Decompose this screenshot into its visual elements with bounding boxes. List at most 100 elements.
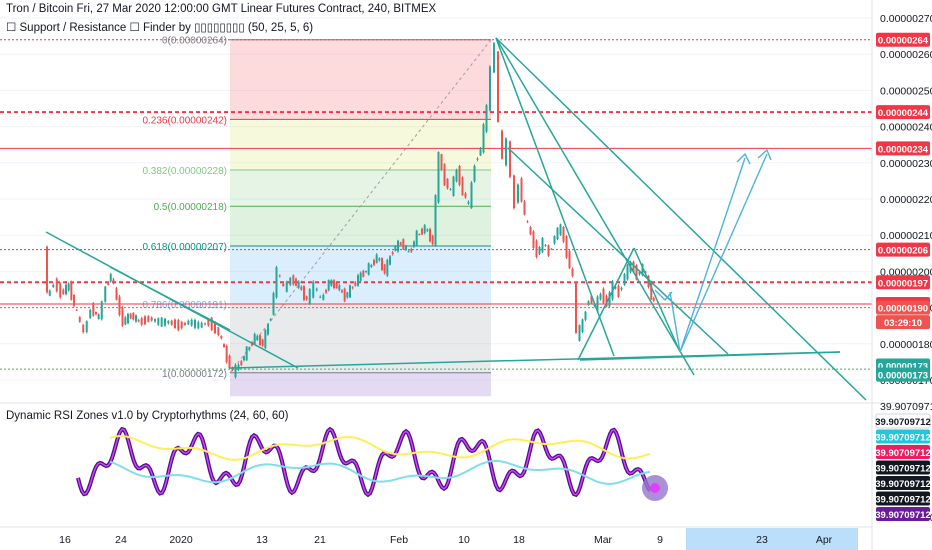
candle-body bbox=[485, 105, 488, 132]
candle-body bbox=[614, 286, 617, 289]
candle-body bbox=[423, 225, 426, 234]
candle-body bbox=[217, 327, 220, 335]
rsi-upper-zone bbox=[109, 435, 651, 461]
candle-body bbox=[562, 226, 565, 242]
x-axis-tick-label: 13 bbox=[256, 534, 268, 546]
price-level-badge bbox=[876, 32, 930, 47]
candle-body bbox=[407, 251, 410, 253]
candle-body bbox=[402, 239, 405, 250]
x-axis-tick-label: Apr bbox=[816, 534, 833, 546]
fib-zone bbox=[230, 170, 491, 207]
candle-body bbox=[121, 307, 124, 326]
trendline bbox=[579, 351, 841, 361]
candle-body bbox=[575, 282, 577, 333]
candle-body bbox=[440, 154, 443, 170]
candle-body bbox=[256, 335, 259, 340]
candle-body bbox=[92, 303, 95, 316]
candle-body bbox=[455, 169, 458, 182]
x-axis-tick-label: 24 bbox=[115, 534, 127, 546]
candle-body bbox=[626, 265, 629, 280]
price-axis-tick-label: 0.00000210 bbox=[880, 230, 932, 242]
candle-body bbox=[137, 320, 140, 322]
candle-body bbox=[652, 298, 655, 301]
fib-level-label: 0.382(0.00000228) bbox=[142, 166, 227, 177]
candle-body bbox=[303, 286, 305, 301]
price-level-badge bbox=[876, 315, 930, 330]
projection-arrow bbox=[654, 289, 673, 302]
fib-zone bbox=[230, 119, 491, 171]
fib-level-label: 0.5(0.00000218) bbox=[154, 202, 227, 213]
candle-body bbox=[207, 319, 210, 326]
candle-body bbox=[312, 281, 315, 298]
candle-body bbox=[359, 272, 362, 281]
candle-body bbox=[373, 259, 375, 265]
x-axis-tick-label: Mar bbox=[594, 534, 613, 546]
candle-body bbox=[596, 296, 599, 312]
candle-body bbox=[330, 279, 333, 286]
price-axis-tick-label: 0.00000250 bbox=[880, 85, 932, 97]
price-level-badge-label: 0.00000173 bbox=[878, 371, 928, 382]
candle-body bbox=[140, 318, 143, 325]
candle-body bbox=[458, 165, 461, 185]
candle-body bbox=[285, 281, 288, 292]
candle-body bbox=[608, 292, 611, 307]
candle-body bbox=[467, 201, 470, 204]
x-axis-tick-label: 23 bbox=[756, 534, 768, 546]
candle-body bbox=[362, 270, 365, 277]
candle-body bbox=[449, 188, 452, 190]
candle-body bbox=[587, 301, 590, 305]
candle-body bbox=[559, 224, 562, 236]
x-axis-tick-label: 10 bbox=[458, 534, 470, 546]
candle-body bbox=[581, 319, 584, 333]
candle-body bbox=[513, 175, 515, 209]
candle-body bbox=[223, 344, 225, 348]
indicator-legend-rsi[interactable]: Dynamic RSI Zones v1.0 by Cryptorhythms … bbox=[6, 410, 289, 422]
candle-body bbox=[335, 282, 338, 289]
candle-body bbox=[489, 66, 491, 111]
candle-body bbox=[538, 246, 541, 255]
candle-body bbox=[269, 319, 272, 321]
candle-body bbox=[602, 288, 605, 303]
candle-body bbox=[300, 286, 303, 290]
candle-body bbox=[509, 141, 511, 177]
candle-body bbox=[410, 248, 413, 252]
candle-body bbox=[112, 279, 115, 284]
candle-body bbox=[346, 292, 349, 298]
candle-body bbox=[297, 281, 300, 288]
rsi-level-badge bbox=[876, 445, 930, 459]
trendline bbox=[109, 266, 231, 331]
x-axis-tick-label: 9 bbox=[657, 534, 663, 546]
candle-body bbox=[248, 347, 251, 350]
projection-arrow bbox=[679, 153, 768, 353]
price-level-badge bbox=[876, 367, 930, 382]
fib-zone bbox=[230, 39, 491, 120]
candle-body bbox=[115, 288, 118, 300]
candle-body bbox=[174, 319, 176, 329]
rsi-level-badge bbox=[876, 429, 930, 444]
candle-body bbox=[429, 229, 431, 242]
price-level-badge bbox=[876, 275, 930, 290]
candle-body bbox=[118, 296, 121, 316]
price-level-badge bbox=[876, 105, 930, 120]
candle-body bbox=[124, 317, 127, 325]
candle-body bbox=[565, 236, 568, 258]
candle-body bbox=[67, 283, 70, 291]
rsi-level-badge bbox=[876, 460, 930, 475]
candle-body bbox=[164, 318, 166, 326]
candle-body bbox=[446, 178, 449, 189]
candle-body bbox=[97, 314, 100, 320]
candle-body bbox=[75, 309, 78, 311]
price-axis-tick-label: 0.00000260 bbox=[880, 49, 932, 61]
candle-body bbox=[434, 195, 437, 247]
candle-body bbox=[426, 229, 429, 232]
candle-body bbox=[365, 270, 367, 272]
rsi-lower-zone bbox=[109, 459, 651, 485]
candle-body bbox=[160, 317, 163, 327]
candle-body bbox=[650, 281, 653, 300]
indicator-legend-sr[interactable]: ☐ Support / Resistance ☐ Finder by ▯▯▯▯▯… bbox=[6, 22, 314, 34]
rsi-level-badge bbox=[876, 507, 930, 521]
price-level-badge-label: 0.00000234 bbox=[878, 144, 929, 155]
candle-body bbox=[351, 287, 354, 289]
price-level-badge-label: 0.00000173 bbox=[878, 362, 928, 373]
fib-trend-line bbox=[229, 39, 492, 374]
